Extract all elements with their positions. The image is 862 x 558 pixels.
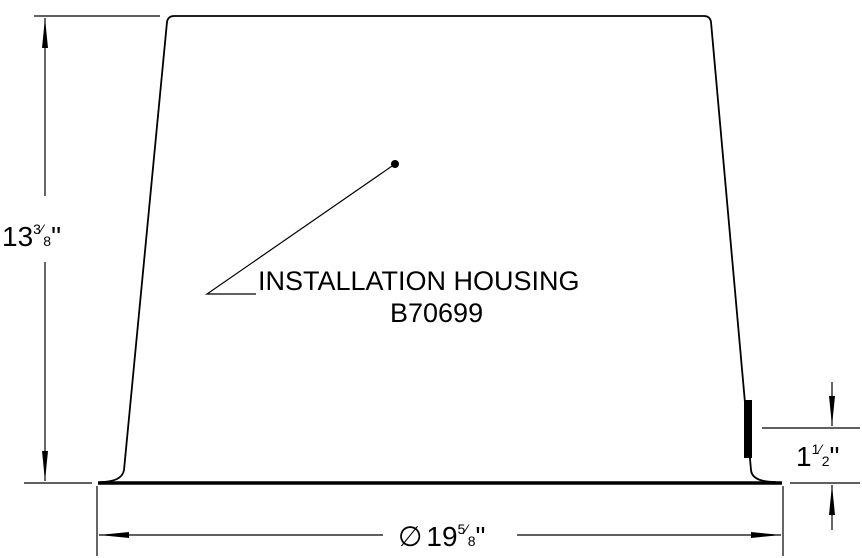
diameter-dimension-label: ∅ 195⁄8" (398, 521, 485, 552)
leader-line (205, 163, 396, 295)
part-label: INSTALLATION HOUSING (258, 266, 580, 296)
part-number: B70699 (390, 298, 483, 328)
flange-dimension-label: 11⁄2" (796, 441, 839, 472)
housing-outline (99, 15, 777, 483)
diameter-symbol-icon: ∅ (398, 521, 422, 552)
height-dimension-label: 133⁄8" (2, 221, 61, 252)
housing-bracket (744, 400, 752, 458)
